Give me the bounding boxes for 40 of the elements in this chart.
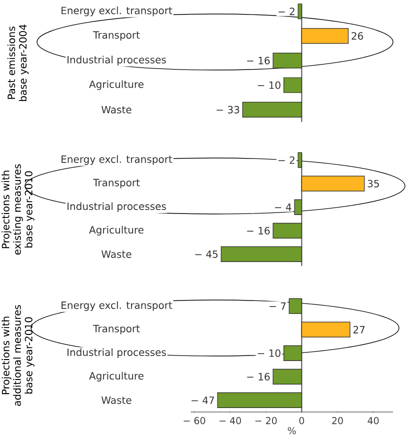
- x-tick-label: 20: [332, 417, 343, 424]
- x-tick-label: − 60: [184, 417, 206, 424]
- data-label: − 7: [270, 302, 286, 310]
- data-label: − 16: [247, 56, 270, 64]
- y-tick-label: Industrial processes: [68, 348, 166, 358]
- y-tick-label: Transport: [93, 31, 140, 41]
- y-tick-label: Waste: [101, 396, 132, 404]
- y-axis-title: Projections with additional measures base year-2010: [2, 305, 34, 406]
- x-tick-label: − 20: [255, 417, 277, 424]
- data-label: − 2: [278, 8, 294, 16]
- data-label: − 16: [247, 226, 270, 234]
- x-tick-label: 40: [368, 417, 379, 424]
- y-tick-label: Agriculture: [89, 226, 144, 236]
- data-label: − 4: [274, 204, 292, 211]
- data-label: − 10: [258, 81, 280, 89]
- data-label: 35: [368, 180, 379, 188]
- y-tick-label: Transport: [93, 178, 140, 188]
- data-label: − 2: [278, 156, 294, 164]
- data-label: − 10: [258, 349, 280, 357]
- x-tick-label: − 40: [220, 417, 241, 424]
- data-label: 26: [352, 32, 364, 40]
- y-tick-label: Waste: [101, 250, 132, 258]
- y-tick-label: Energy excl. transport: [62, 6, 172, 16]
- data-label: − 33: [216, 106, 240, 114]
- y-tick-label: Agriculture: [89, 80, 144, 90]
- y-tick-label: Agriculture: [89, 372, 144, 382]
- data-label: − 47: [192, 396, 214, 404]
- data-label: − 45: [195, 250, 218, 258]
- y-tick-label: Energy excl. transport: [62, 301, 172, 311]
- x-axis-title: %: [288, 427, 296, 434]
- y-axis-title: Past emissions base year-2004: [7, 24, 29, 102]
- x-tick-label: 0: [299, 417, 304, 424]
- y-tick-label: Transport: [93, 324, 140, 334]
- y-tick-label: Waste: [101, 106, 132, 114]
- y-tick-label: Industrial processes: [68, 56, 166, 66]
- y-tick-label: Energy excl. transport: [62, 155, 172, 165]
- y-axis-title: Projections with existing measures base year-2010: [2, 164, 34, 255]
- data-label: − 16: [247, 372, 270, 380]
- y-tick-label: Industrial processes: [68, 202, 166, 212]
- data-label: 27: [353, 326, 365, 334]
